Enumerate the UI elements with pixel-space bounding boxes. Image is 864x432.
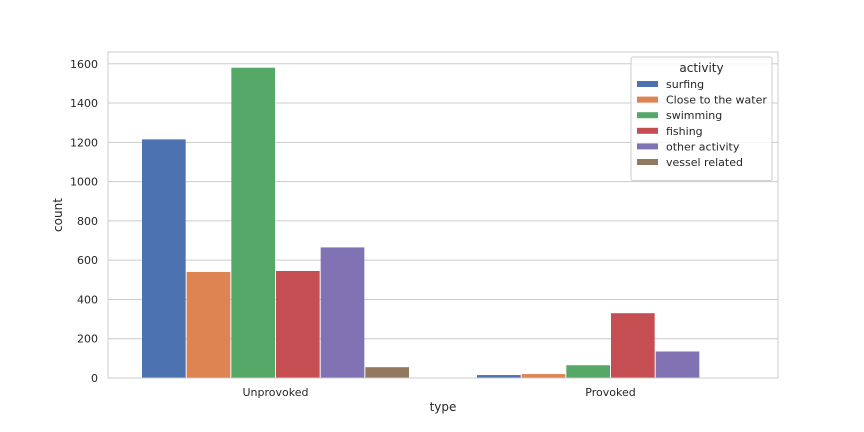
bar-fishing-provoked [611,313,655,378]
legend-label: Close to the water [666,94,767,107]
y-tick-label: 1000 [70,176,98,189]
x-tick-label: Provoked [585,386,635,399]
y-tick-label: 800 [77,215,98,228]
bar-surfing-provoked [477,375,521,378]
bar-other-activity-unprovoked [320,247,365,378]
y-tick-label: 0 [91,372,98,385]
y-axis-label: count [51,198,65,232]
legend-label: surfing [666,78,704,91]
legend-box [630,56,773,182]
y-tick-label: 600 [77,254,98,267]
y-tick-label: 1400 [70,97,98,110]
bar-surfing-unprovoked [142,139,186,378]
legend-swatch [637,143,658,150]
legend-swatch [637,81,658,87]
legend-title: activity [679,61,723,75]
legend-swatch [637,96,658,103]
bar-swimming-provoked [566,365,610,378]
x-tick-label: Unprovoked [243,386,309,399]
bar-fishing-unprovoked [276,270,320,378]
legend-label: swimming [666,109,722,122]
legend-label: fishing [666,125,703,138]
legend-items: surfing Close to the water swimming fishing… [637,78,767,169]
bar-close-to-the-water-provoked [521,374,566,378]
legend-swatch [637,159,658,165]
x-axis-label: type [430,400,457,414]
y-tick-label: 1600 [70,58,98,71]
legend-swatch [637,127,658,134]
bar-swimming-unprovoked [231,67,275,378]
bar-close-to-the-water-unprovoked [186,271,231,378]
legend-swatch [637,112,658,119]
bars [142,67,700,378]
y-tick-label: 1200 [70,136,98,149]
legend-label: vessel related [666,156,743,169]
legend-label: other activity [666,140,740,153]
x-axis-ticks: Unprovoked Provoked [243,386,636,399]
plot-frame [107,51,779,379]
y-axis-ticks: 0 200 400 600 800 1000 1200 1400 1600 [70,58,98,385]
y-tick-label: 200 [77,333,98,346]
y-tick-label: 400 [77,293,98,306]
legend: activity surfing Close to the water swimmi… [630,56,773,182]
bar-other-activity-provoked [655,351,700,378]
bar-vessel-related-unprovoked [365,367,409,378]
